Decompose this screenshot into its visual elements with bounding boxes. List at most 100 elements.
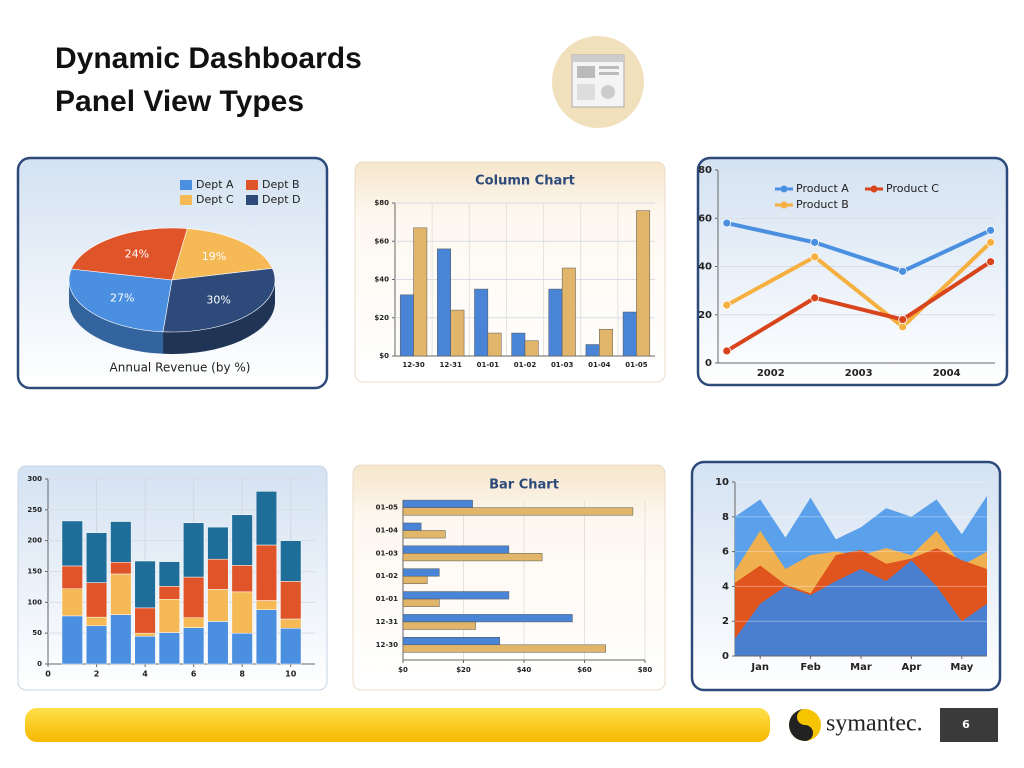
bar-segment (110, 614, 132, 665)
data-label: 27% (110, 292, 134, 305)
y-tick-label: 150 (27, 568, 42, 576)
bar-segment (183, 627, 205, 665)
bar (402, 614, 573, 623)
page-box (940, 708, 998, 742)
y-tick-label: $40 (374, 276, 389, 284)
bar (402, 522, 422, 531)
x-tick-label: 2002 (757, 368, 785, 379)
point (810, 237, 820, 247)
y-tick-label: 50 (32, 629, 42, 637)
chart-title: Annual Revenue (by %) (110, 361, 251, 375)
legend-label: Product B (796, 198, 849, 211)
legend-swatch (246, 180, 258, 190)
bar (474, 288, 489, 357)
bar-segment (61, 588, 83, 617)
x-tick-label: $60 (577, 666, 592, 674)
bar (413, 227, 428, 357)
y-tick-label: 250 (27, 506, 42, 514)
y-tick-label: 8 (722, 512, 729, 523)
bar-segment (280, 540, 302, 582)
footer-bar (25, 708, 770, 742)
x-tick-label: 8 (239, 670, 245, 679)
bar (399, 294, 414, 357)
bar (402, 530, 446, 539)
legend-swatch (246, 195, 258, 205)
data-label: 30% (206, 293, 230, 306)
page-number: 6 (962, 718, 970, 731)
bar-segment (110, 573, 132, 615)
bar (402, 575, 428, 585)
x-tick-label: Apr (901, 662, 921, 673)
bar-segment (158, 599, 180, 633)
pie-side (69, 280, 164, 354)
bar-segment (134, 632, 156, 637)
bar (402, 598, 440, 607)
chart-title: Bar Chart (489, 478, 559, 493)
bar-segment (207, 526, 229, 560)
bar (402, 644, 606, 653)
legend-dot (780, 201, 788, 209)
x-tick-label: Mar (850, 662, 872, 673)
bar-segment (207, 558, 229, 590)
y-tick-label: 80 (698, 165, 712, 176)
point (722, 218, 732, 228)
bar (402, 621, 476, 630)
pie-slice (171, 228, 273, 281)
bar (402, 591, 510, 600)
y-tick-label: 2 (722, 616, 729, 627)
y-tick-label: $60 (374, 237, 389, 245)
y-tick-label: $0 (379, 352, 389, 360)
x-tick-label: 4 (142, 670, 148, 679)
bar-segment (85, 582, 108, 618)
legend-dot (780, 185, 788, 193)
icon (552, 36, 644, 128)
y-tick-label: 01-04 (376, 527, 399, 535)
point (986, 225, 996, 235)
point (986, 237, 996, 247)
bar-segment (231, 632, 253, 665)
line (726, 221, 992, 274)
x-tick-label: 0 (45, 670, 51, 679)
bar (402, 507, 634, 516)
x-tick-label: 2004 (933, 368, 961, 379)
bar (622, 311, 637, 357)
legend-label: Dept A (196, 178, 234, 191)
point (898, 315, 908, 324)
bar-segment (183, 617, 205, 628)
y-tick-label: 0 (37, 660, 42, 668)
x-tick-label: 01-05 (625, 361, 648, 369)
panel (696, 156, 1009, 387)
bar (402, 553, 543, 562)
bar-segment (255, 609, 278, 665)
bar-segment (85, 616, 108, 627)
bar-segment (280, 581, 302, 620)
point (898, 322, 908, 332)
bar-segment (134, 636, 156, 665)
slide-title: Panel View Types (55, 85, 304, 118)
x-tick-label: May (950, 662, 973, 673)
pie-slice (68, 268, 173, 333)
x-tick-label: 10 (285, 670, 297, 679)
x-tick-label: 12-30 (402, 361, 425, 369)
y-tick-label: 4 (722, 581, 729, 592)
bar-segment (255, 600, 278, 610)
bar-segment (231, 565, 253, 593)
bar (402, 637, 501, 646)
bar (636, 210, 651, 357)
bar-segment (85, 532, 108, 583)
x-tick-label: $40 (517, 666, 532, 674)
x-tick-label: 2 (94, 670, 100, 679)
legend-label: Dept C (196, 193, 234, 206)
bar (548, 288, 563, 357)
x-tick-label: 6 (191, 670, 197, 679)
x-tick-label: 01-03 (551, 361, 574, 369)
y-tick-label: 01-03 (376, 549, 399, 557)
legend-swatch (180, 180, 192, 190)
slide-title: Dynamic Dashboards (55, 42, 362, 75)
bar-segment (134, 607, 156, 634)
pie-slice (162, 267, 276, 333)
y-tick-label: 0 (722, 651, 729, 662)
x-tick-label: $20 (456, 666, 471, 674)
legend-dot (870, 185, 878, 193)
x-tick-label: Jan (750, 662, 769, 673)
